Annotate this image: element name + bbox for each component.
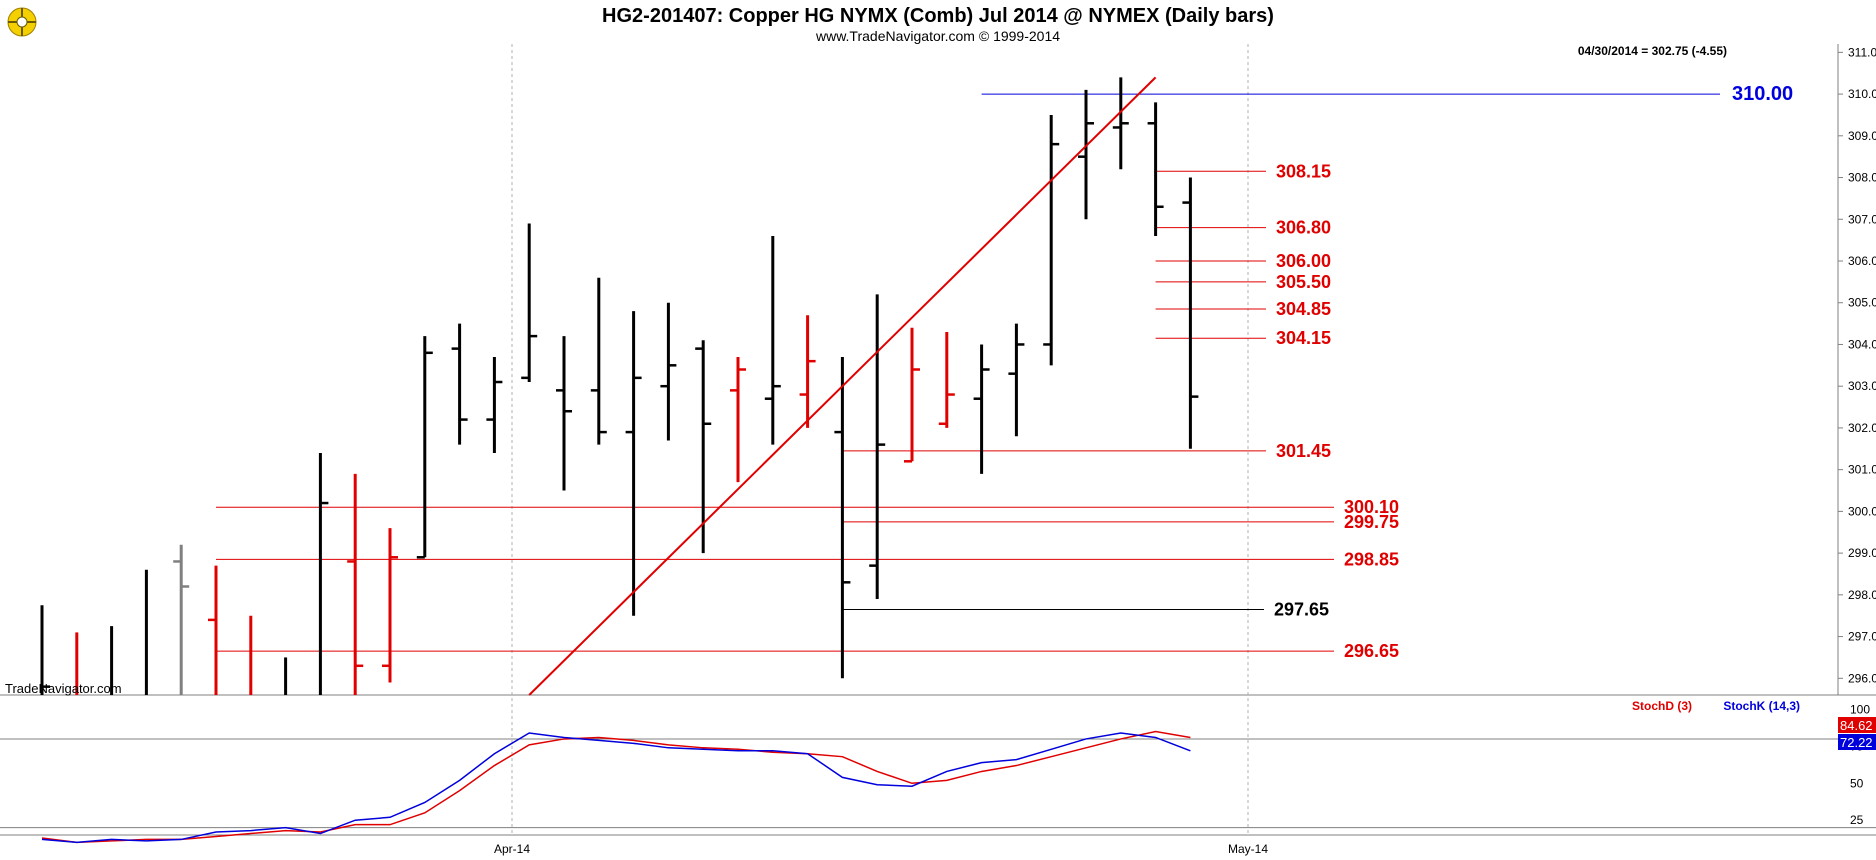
price-tick-label: 304.00 bbox=[1848, 337, 1876, 351]
level-label: 306.00 bbox=[1276, 251, 1331, 271]
stoch-d-legend: StochD (3) bbox=[1632, 699, 1692, 713]
stoch-k-value: 72.22 bbox=[1840, 735, 1873, 750]
price-tick-label: 302.00 bbox=[1848, 421, 1876, 435]
trend-line bbox=[528, 76, 1157, 696]
price-tick-label: 299.00 bbox=[1848, 546, 1876, 560]
price-tick-label: 305.00 bbox=[1848, 296, 1876, 310]
level-label: 301.45 bbox=[1276, 441, 1331, 461]
level-label: 297.65 bbox=[1274, 599, 1329, 619]
price-tick-label: 311.00 bbox=[1848, 45, 1876, 59]
price-tick-label: 301.00 bbox=[1848, 463, 1876, 477]
watermark: TradeNavigator.com bbox=[5, 681, 122, 696]
stoch-tick-label: 50 bbox=[1850, 776, 1864, 790]
level-label: 310.00 bbox=[1732, 83, 1793, 105]
price-tick-label: 296.00 bbox=[1848, 671, 1876, 685]
stoch-d-line bbox=[41, 730, 1191, 844]
x-label-may: May-14 bbox=[1228, 842, 1268, 856]
price-tick-label: 303.00 bbox=[1848, 379, 1876, 393]
price-tick-label: 310.00 bbox=[1848, 87, 1876, 101]
stoch-grid bbox=[0, 738, 1876, 829]
level-label: 299.75 bbox=[1344, 512, 1399, 532]
stoch-d-value-box: 84.62 bbox=[1838, 717, 1876, 733]
price-tick-label: 309.00 bbox=[1848, 129, 1876, 143]
level-label: 305.50 bbox=[1276, 272, 1331, 292]
price-tick-label: 300.00 bbox=[1848, 504, 1876, 518]
tradenavigator-logo bbox=[7, 7, 37, 37]
level-label: 300.10 bbox=[1344, 497, 1399, 517]
price-axis-ticks: 296.00 297.00 298.00 299.00 300.00 301.00 302.… bbox=[1838, 45, 1876, 685]
level-label: 296.65 bbox=[1344, 641, 1399, 661]
stoch-lines bbox=[41, 730, 1191, 844]
last-value-readout: 04/30/2014 = 302.75 (-4.55) bbox=[1578, 44, 1727, 58]
level-label: 298.85 bbox=[1344, 549, 1399, 569]
x-label-apr: Apr-14 bbox=[494, 842, 530, 856]
trend-line-segment bbox=[528, 76, 1157, 696]
stoch-tick-label: 25 bbox=[1850, 813, 1864, 827]
price-tick-label: 297.00 bbox=[1848, 630, 1876, 644]
stoch-k-legend: StochK (14,3) bbox=[1723, 699, 1800, 713]
stoch-d-value: 84.62 bbox=[1840, 718, 1873, 733]
chart-title: HG2-201407: Copper HG NYMX (Comb) Jul 20… bbox=[602, 5, 1274, 27]
level-label: 304.85 bbox=[1276, 299, 1331, 319]
price-tick-label: 306.00 bbox=[1848, 254, 1876, 268]
chart-subtitle: www.TradeNavigator.com © 1999-2014 bbox=[815, 28, 1060, 44]
level-label: 308.15 bbox=[1276, 161, 1331, 181]
stoch-k-line bbox=[41, 732, 1191, 844]
level-label: 306.80 bbox=[1276, 218, 1331, 238]
price-tick-label: 307.00 bbox=[1848, 212, 1876, 226]
ohlc-bars bbox=[40, 77, 1199, 695]
price-tick-label: 298.00 bbox=[1848, 588, 1876, 602]
stoch-k-value-box: 72.22 bbox=[1838, 734, 1876, 750]
price-tick-label: 308.00 bbox=[1848, 171, 1876, 185]
level-label: 304.15 bbox=[1276, 328, 1331, 348]
stoch-tick-label: 100 bbox=[1850, 702, 1870, 716]
